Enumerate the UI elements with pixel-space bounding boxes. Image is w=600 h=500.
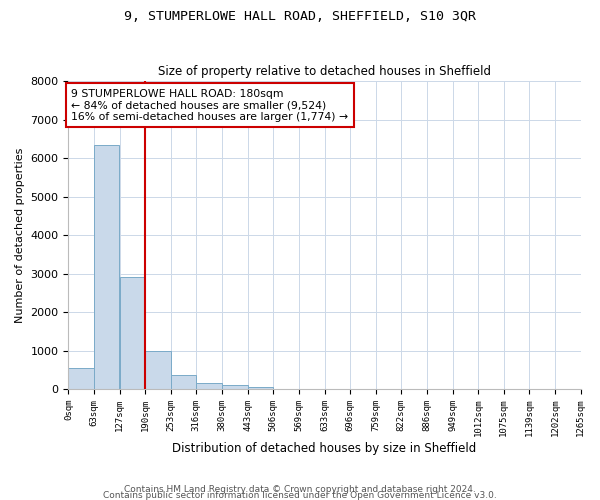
Text: Contains HM Land Registry data © Crown copyright and database right 2024.: Contains HM Land Registry data © Crown c… [124, 485, 476, 494]
Bar [248, 387, 273, 389]
Bar [120, 278, 145, 389]
Text: Contains public sector information licensed under the Open Government Licence v3: Contains public sector information licen… [103, 490, 497, 500]
Bar [171, 375, 196, 389]
Text: 9 STUMPERLOWE HALL ROAD: 180sqm
← 84% of detached houses are smaller (9,524)
16%: 9 STUMPERLOWE HALL ROAD: 180sqm ← 84% of… [71, 89, 348, 122]
Text: 9, STUMPERLOWE HALL ROAD, SHEFFIELD, S10 3QR: 9, STUMPERLOWE HALL ROAD, SHEFFIELD, S10… [124, 10, 476, 23]
Bar [196, 383, 222, 389]
Y-axis label: Number of detached properties: Number of detached properties [15, 148, 25, 323]
Title: Size of property relative to detached houses in Sheffield: Size of property relative to detached ho… [158, 66, 491, 78]
Bar [222, 385, 248, 389]
Bar [94, 144, 119, 389]
X-axis label: Distribution of detached houses by size in Sheffield: Distribution of detached houses by size … [172, 442, 476, 455]
Bar [68, 368, 94, 389]
Bar [145, 350, 171, 389]
